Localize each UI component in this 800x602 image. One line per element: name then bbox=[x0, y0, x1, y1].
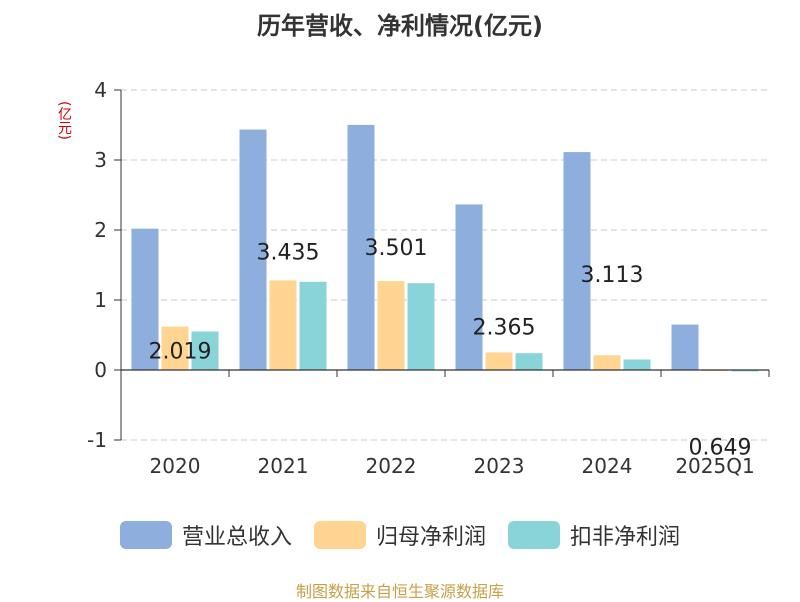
legend-swatch-revenue bbox=[119, 521, 172, 549]
data-labels: 2.019 3.435 3.501 2.365 3.113 0.649 bbox=[149, 236, 752, 461]
y-tick-label: 0 bbox=[94, 358, 107, 382]
legend: 营业总收入 归母净利润 扣非净利润 bbox=[0, 519, 800, 551]
legend-item-deducted-profit[interactable]: 扣非净利润 bbox=[508, 519, 680, 551]
grid-lines bbox=[121, 89, 769, 441]
legend-label-deducted-profit: 扣非净利润 bbox=[570, 525, 681, 550]
bar-revenue bbox=[671, 324, 699, 370]
data-label-revenue: 2.019 bbox=[149, 340, 212, 365]
chart-title: 历年营收、净利情况(亿元) bbox=[257, 12, 543, 40]
source-note: 制图数据来自恒生聚源数据库 bbox=[295, 582, 504, 601]
y-tick-label: -1 bbox=[87, 428, 107, 452]
legend-item-revenue[interactable]: 营业总收入 bbox=[119, 519, 292, 551]
x-tick-label: 2024 bbox=[582, 454, 633, 478]
bar-revenue bbox=[347, 124, 375, 371]
data-label-revenue: 3.435 bbox=[257, 241, 320, 266]
bar-net-profit bbox=[161, 326, 189, 370]
bar-deducted-profit bbox=[515, 353, 543, 370]
bar-deducted-profit bbox=[623, 359, 651, 370]
axes: -1 0 1 2 3 4 2020 2021 2022 2023 2024 2025Q1 bbox=[87, 78, 770, 478]
bar-deducted-profit bbox=[191, 331, 219, 370]
y-tick-label: 2 bbox=[94, 218, 107, 242]
y-tick-label: 4 bbox=[94, 78, 107, 102]
x-tick-label: 2025Q1 bbox=[675, 454, 754, 478]
y-tick-label: 1 bbox=[94, 288, 107, 312]
bar-deducted-profit bbox=[731, 370, 759, 372]
bar-net-profit bbox=[593, 355, 621, 370]
data-label-revenue: 3.113 bbox=[581, 263, 644, 288]
bars bbox=[131, 124, 759, 372]
bar-revenue bbox=[131, 228, 159, 370]
bar-net-profit bbox=[377, 281, 405, 370]
x-tick-label: 2020 bbox=[150, 454, 201, 478]
data-label-revenue: 2.365 bbox=[473, 315, 536, 340]
data-label-revenue: 3.501 bbox=[365, 236, 428, 261]
bar-deducted-profit bbox=[407, 283, 435, 370]
x-tick-label: 2023 bbox=[474, 454, 525, 478]
x-tick-label: 2021 bbox=[258, 454, 309, 478]
bar-deducted-profit bbox=[299, 281, 327, 370]
bar-revenue bbox=[563, 152, 591, 370]
x-tick-label: 2022 bbox=[366, 454, 417, 478]
bar-net-profit bbox=[269, 280, 297, 370]
y-axis-label: (亿元) bbox=[56, 100, 72, 140]
legend-swatch-deducted-profit bbox=[508, 521, 560, 549]
legend-item-net-profit[interactable]: 归母净利润 bbox=[313, 519, 486, 551]
legend-label-revenue: 营业总收入 bbox=[181, 525, 292, 550]
data-label-revenue: 0.649 bbox=[689, 436, 752, 461]
legend-label-net-profit: 归母净利润 bbox=[375, 525, 486, 550]
bar-revenue bbox=[239, 129, 267, 370]
y-tick-label: 3 bbox=[94, 148, 107, 172]
legend-swatch-net-profit bbox=[313, 521, 366, 549]
bar-net-profit bbox=[485, 352, 513, 370]
bar-revenue bbox=[455, 204, 483, 370]
